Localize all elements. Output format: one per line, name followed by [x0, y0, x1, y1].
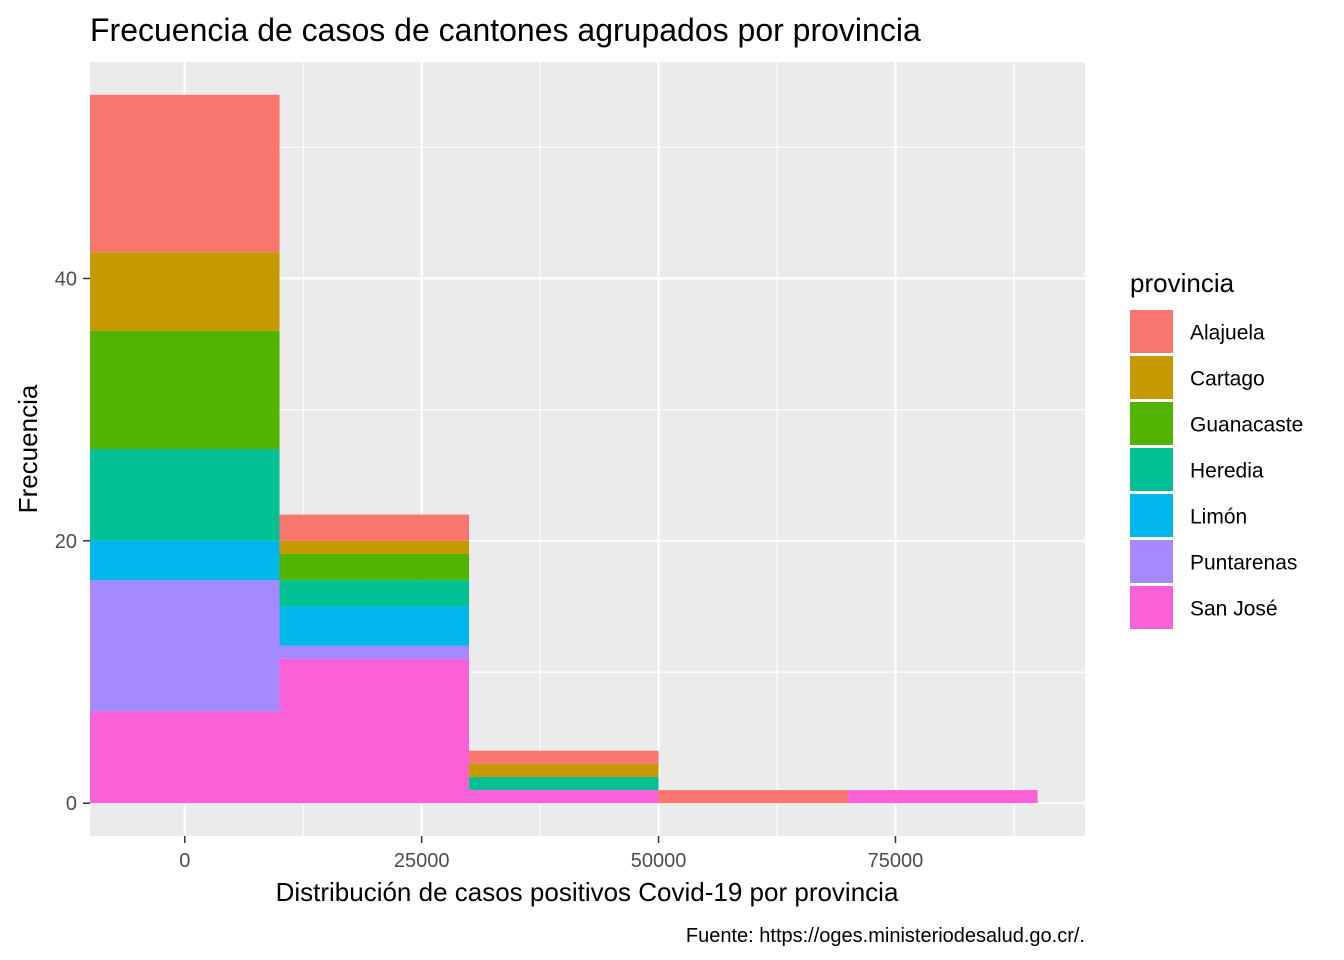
legend-swatch-heredia	[1130, 448, 1173, 491]
y-axis-title: Frecuencia	[13, 384, 43, 513]
legend-swatch-alajuela	[1130, 310, 1173, 353]
caption: Fuente: https://oges.ministeriodesalud.g…	[686, 925, 1085, 947]
bar-segment-san-jos	[90, 711, 280, 804]
legend: Alajuela Cartago Guanacaste Heredia Limón Pun…	[1130, 310, 1303, 629]
y-tick-label: 0	[66, 793, 77, 815]
bar-segment-cartago	[90, 252, 280, 331]
x-axis-ticks: 0 25000 50000 75000	[179, 836, 923, 872]
bar-segment-alajuela	[90, 94, 280, 253]
bar-segment-cartago	[469, 763, 659, 777]
bar-segment-limn	[90, 540, 280, 581]
legend-swatch-puntarenas	[1130, 540, 1173, 583]
bar-segment-san-jos	[848, 790, 1038, 804]
bar-segment-limn	[279, 606, 470, 646]
x-tick-label: 25000	[394, 850, 450, 872]
bar-segment-guanacaste	[279, 553, 470, 581]
legend-label-alajuela: Alajuela	[1190, 322, 1265, 345]
y-axis-ticks: 0 20 40	[55, 268, 90, 815]
y-tick-label: 20	[55, 531, 77, 553]
x-tick-label: 75000	[868, 850, 924, 872]
bar-segment-alajuela	[469, 750, 659, 764]
legend-swatch-cartago	[1130, 356, 1173, 399]
bar-segment-alajuela	[279, 514, 470, 541]
bar-segment-san-jos	[469, 790, 659, 804]
legend-label-limn: Limón	[1190, 506, 1247, 529]
legend-swatch-guanacaste	[1130, 402, 1173, 445]
legend-swatch-san-jos	[1130, 586, 1173, 629]
bar-segment-heredia	[279, 580, 470, 607]
y-tick-label: 40	[55, 268, 77, 290]
legend-label-guanacaste: Guanacaste	[1190, 414, 1303, 437]
x-axis-title: Distribución de casos positivos Covid-19…	[276, 877, 899, 907]
legend-label-san-jos: San José	[1190, 598, 1278, 621]
legend-label-puntarenas: Puntarenas	[1190, 552, 1297, 575]
bar-segment-puntarenas	[90, 580, 280, 712]
bar-segment-guanacaste	[90, 330, 280, 449]
bars	[90, 94, 1038, 804]
x-tick-label: 0	[179, 850, 190, 872]
legend-swatch-limn	[1130, 494, 1173, 537]
bar-segment-san-jos	[279, 658, 470, 804]
bar-segment-heredia	[90, 449, 280, 541]
legend-label-heredia: Heredia	[1190, 460, 1264, 483]
legend-title: provincia	[1130, 268, 1235, 298]
bar-segment-puntarenas	[279, 645, 470, 659]
bar-segment-heredia	[469, 776, 659, 791]
legend-label-cartago: Cartago	[1190, 368, 1265, 391]
bar-segment-cartago	[279, 540, 470, 554]
bar-segment-alajuela	[658, 790, 849, 804]
grid-minor	[90, 62, 1085, 836]
x-tick-label: 50000	[631, 850, 687, 872]
chart-title: Frecuencia de casos de cantones agrupado…	[90, 12, 921, 48]
